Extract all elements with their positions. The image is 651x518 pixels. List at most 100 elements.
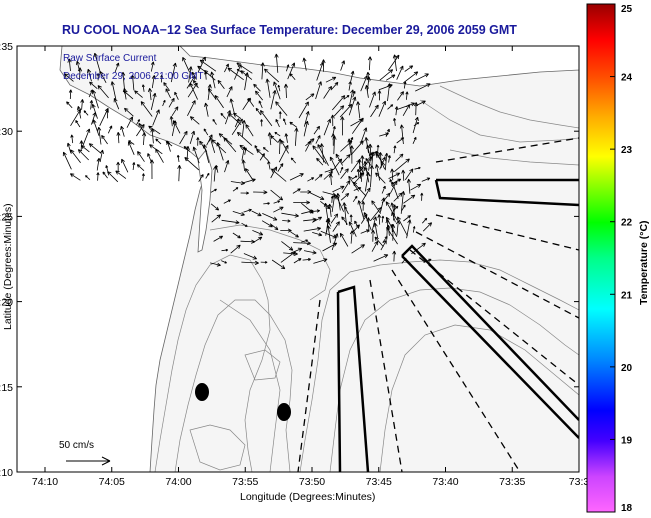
current-vector: [273, 81, 281, 100]
current-vector: [232, 232, 241, 239]
current-vector: [192, 146, 200, 164]
current-vector: [179, 130, 188, 145]
current-vector: [252, 236, 263, 244]
current-vector: [260, 110, 273, 127]
current-vector: [413, 102, 419, 116]
current-vector: [69, 173, 81, 181]
current-vector: [262, 213, 278, 221]
current-vector: [377, 214, 382, 225]
current-vector: [373, 222, 379, 239]
current-vector: [217, 79, 225, 90]
current-vector: [191, 71, 197, 80]
current-vector: [240, 70, 253, 80]
current-vector: [361, 187, 371, 203]
current-vector: [187, 100, 196, 116]
current-vector: [232, 211, 245, 216]
current-vector: [124, 107, 134, 117]
current-vector: [155, 148, 164, 163]
current-vector: [207, 88, 217, 100]
current-vector: [365, 158, 372, 166]
current-vector: [68, 89, 73, 100]
current-vector: [414, 166, 421, 170]
current-vector: [369, 165, 374, 188]
current-vector: [256, 148, 269, 162]
current-vector: [107, 171, 119, 183]
map-title: RU COOL NOAA−12 Sea Surface Temperature:…: [62, 23, 517, 37]
current-vector: [66, 101, 73, 109]
current-vector: [381, 215, 385, 223]
current-vector: [75, 60, 81, 73]
current-vector: [127, 141, 135, 155]
current-vector: [415, 83, 431, 92]
current-vector: [233, 112, 242, 120]
current-vector: [76, 106, 82, 119]
current-vector: [270, 189, 284, 201]
current-vector: [280, 139, 289, 154]
current-vector: [406, 178, 411, 194]
current-vector: [189, 82, 198, 100]
current-vector: [290, 231, 299, 238]
current-vector: [132, 162, 136, 171]
current-vector: [152, 109, 160, 126]
current-vector: [89, 100, 94, 110]
current-vector: [330, 114, 335, 127]
current-vector: [231, 118, 243, 136]
current-vector: [290, 157, 297, 164]
current-vector: [168, 97, 175, 108]
current-vector: [331, 233, 339, 251]
current-vector: [289, 73, 296, 81]
current-vector: [388, 172, 401, 179]
current-vector: [343, 95, 350, 100]
shipping-lanes: [336, 178, 579, 472]
current-vector: [141, 84, 145, 92]
y-tick-label: 40:15: [0, 382, 13, 394]
current-vector: [140, 101, 153, 117]
current-vector: [243, 253, 258, 260]
current-vector: [99, 149, 104, 163]
current-vector: [340, 168, 349, 180]
current-vector: [137, 151, 145, 162]
current-vector: [379, 197, 386, 213]
current-vector: [81, 145, 90, 153]
current-vector: [245, 124, 254, 137]
current-vector: [312, 145, 327, 164]
current-vector: [151, 75, 156, 89]
current-vector: [324, 168, 334, 173]
x-tick-label: 74:05: [99, 476, 125, 488]
current-vector: [335, 195, 344, 212]
current-vector: [378, 152, 383, 168]
current-vector: [274, 131, 281, 137]
x-tick-label: 73:35: [499, 476, 525, 488]
current-vector: [264, 68, 280, 83]
current-vector: [379, 69, 394, 81]
current-vector: [396, 102, 415, 111]
current-vector: [404, 168, 414, 181]
current-vector: [374, 236, 384, 248]
current-vector: [348, 175, 360, 192]
current-vector: [223, 199, 231, 204]
current-vector: [405, 91, 409, 100]
current-vector: [363, 160, 370, 183]
current-vector: [347, 138, 352, 156]
current-vector: [348, 81, 352, 91]
current-vector: [123, 90, 134, 100]
current-vector: [361, 201, 366, 211]
current-vector: [212, 118, 217, 125]
y-axis-label: Latitude (Degrees:Minutes): [2, 203, 14, 330]
current-vector: [169, 115, 174, 127]
current-vector: [114, 62, 120, 73]
current-vector: [349, 214, 353, 223]
current-vector: [340, 193, 350, 201]
current-vector: [218, 133, 233, 145]
current-vector: [377, 90, 382, 101]
current-vector: [210, 203, 220, 211]
current-vector: [99, 70, 107, 83]
current-vector: [105, 109, 109, 119]
current-vector: [77, 67, 83, 80]
current-vector: [270, 168, 287, 182]
x-tick-label: 73:50: [299, 476, 325, 488]
current-vector: [351, 117, 364, 134]
current-vector: [121, 71, 126, 90]
current-vector: [392, 54, 398, 72]
current-vector: [82, 128, 91, 146]
